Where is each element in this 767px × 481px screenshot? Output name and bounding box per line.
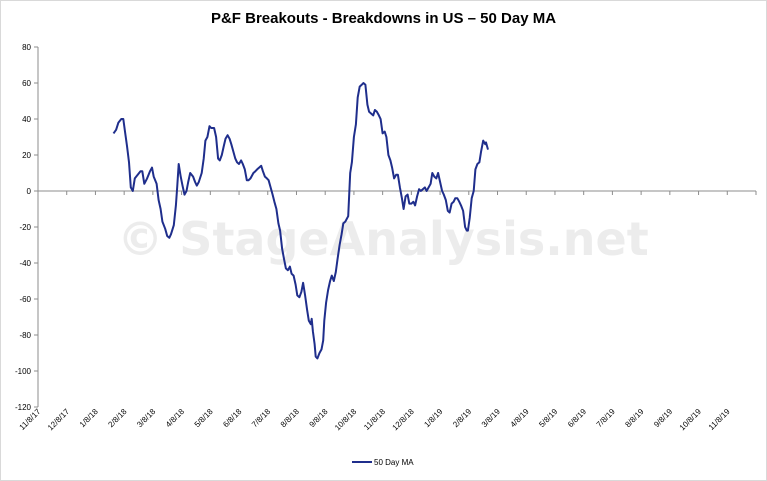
x-tick-label: 10/8/18 — [333, 407, 359, 433]
legend: 50 Day MA — [352, 458, 414, 467]
y-tick-label: 60 — [22, 79, 31, 88]
y-tick-label: 80 — [22, 43, 31, 52]
y-tick-label: -120 — [15, 403, 32, 412]
legend-label: 50 Day MA — [374, 458, 414, 467]
x-tick-label: 11/8/18 — [362, 407, 387, 432]
watermark: © StageAnalysis.net — [117, 212, 648, 266]
y-tick-label: 20 — [22, 151, 31, 160]
y-tick-label: 40 — [22, 115, 31, 124]
x-tick-label: 4/8/19 — [509, 407, 531, 429]
y-tick-label: 0 — [27, 187, 32, 196]
series-line-0 — [112, 82, 489, 360]
x-tick-label: 8/8/18 — [279, 407, 301, 429]
x-tick-label: 1/8/18 — [78, 407, 100, 429]
y-tick-label: -40 — [19, 259, 31, 268]
x-tick-label: 2/8/18 — [106, 407, 128, 429]
x-tick-label: 8/8/19 — [623, 407, 645, 429]
chart-title: P&F Breakouts - Breakdowns in US – 50 Da… — [210, 10, 557, 27]
series-layer — [112, 82, 489, 360]
x-tick-label: 6/8/18 — [221, 407, 243, 429]
x-tick-label: 11/8/19 — [707, 407, 732, 432]
x-tick-label: 3/8/18 — [135, 407, 157, 429]
y-tick-label: -20 — [19, 223, 31, 232]
x-tick-label: 3/8/19 — [480, 407, 502, 429]
x-tick-label: 7/8/18 — [250, 407, 272, 429]
x-tick-label: 12/8/17 — [46, 407, 72, 433]
y-tick-label: -80 — [19, 331, 31, 340]
x-tick-label: 1/8/19 — [422, 407, 444, 429]
x-tick-label: 2/8/19 — [451, 407, 473, 429]
x-tick-label: 9/8/18 — [308, 407, 330, 429]
x-tick-label: 4/8/18 — [164, 407, 186, 429]
x-tick-label: 7/8/19 — [595, 407, 617, 429]
x-tick-label: 5/8/18 — [193, 407, 215, 429]
y-tick-label: -100 — [15, 367, 32, 376]
x-tick-label: 12/8/18 — [391, 407, 417, 433]
x-tick-label: 5/8/19 — [537, 407, 559, 429]
y-axis: 80 60 40 20 0 -20 -40 -60 -80 -100 -120 — [15, 43, 39, 412]
x-tick-label: 10/8/19 — [678, 407, 704, 433]
y-tick-label: -60 — [19, 295, 31, 304]
x-tick-label: 6/8/19 — [566, 407, 588, 429]
x-tick-label: 9/8/19 — [652, 407, 674, 429]
